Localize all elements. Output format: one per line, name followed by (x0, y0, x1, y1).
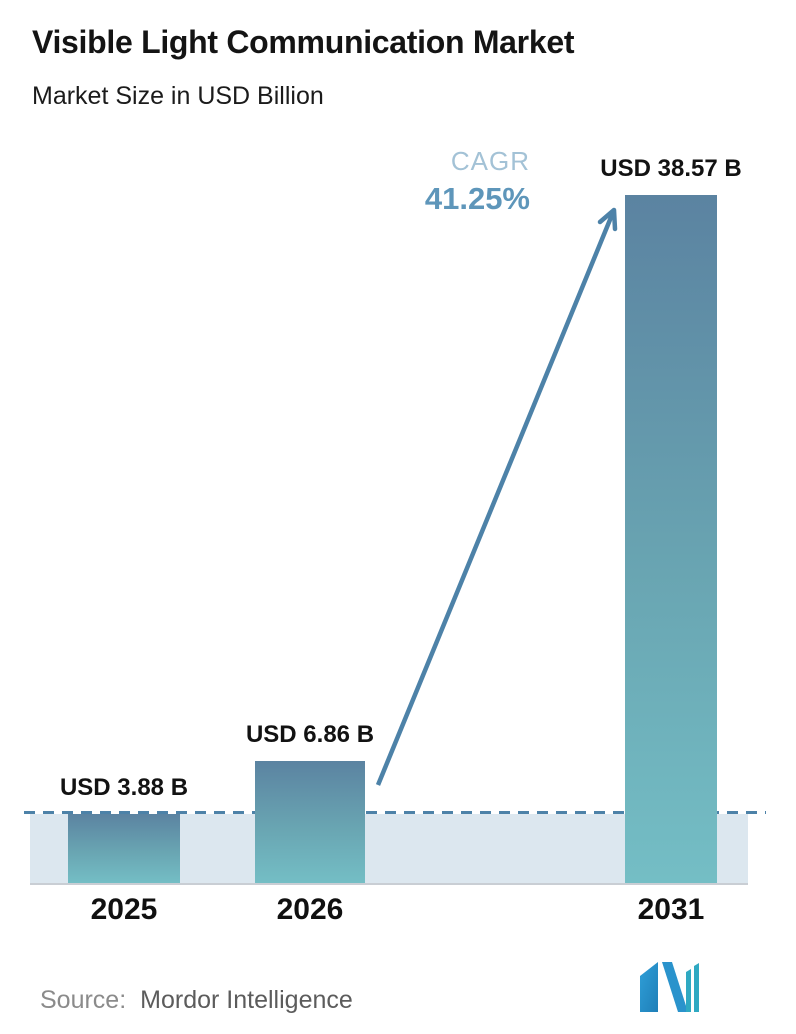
chart-subtitle: Market Size in USD Billion (32, 82, 324, 110)
bar-col-2031: USD 38.57 B (600, 155, 742, 883)
mordor-intelligence-logo (640, 962, 699, 1012)
x-tick-2031: 2031 (637, 893, 705, 926)
source-name: Mordor Intelligence (140, 986, 353, 1014)
cagr-annotation: CAGR 41.25% (390, 146, 530, 217)
x-tick-2026: 2026 (276, 893, 344, 926)
cagr-value: 41.25% (424, 181, 530, 216)
dashed-baseline (24, 811, 766, 814)
bar-value-label: USD 3.88 B (59, 774, 189, 801)
source-attribution: Source: Mordor Intelligence (40, 986, 353, 1015)
x-axis-labels: 2025 2026 2031 (0, 893, 796, 937)
bar-2025 (68, 814, 180, 883)
bar-2026 (255, 761, 365, 883)
source-label: Source: (40, 986, 127, 1014)
x-axis-line (30, 883, 748, 885)
bar-col-2026: USD 6.86 B (246, 721, 374, 883)
chart-title: Visible Light Communication Market (32, 24, 575, 60)
cagr-label: CAGR (450, 146, 530, 176)
bar-value-label: USD 6.86 B (245, 721, 375, 748)
x-tick-2025: 2025 (90, 893, 158, 926)
bar-2031 (625, 195, 717, 883)
plot-area: USD 3.88 B USD 6.86 B USD 38.57 B (0, 130, 796, 885)
bar-value-label: USD 38.57 B (600, 155, 742, 182)
bar-col-2025: USD 3.88 B (60, 774, 188, 883)
